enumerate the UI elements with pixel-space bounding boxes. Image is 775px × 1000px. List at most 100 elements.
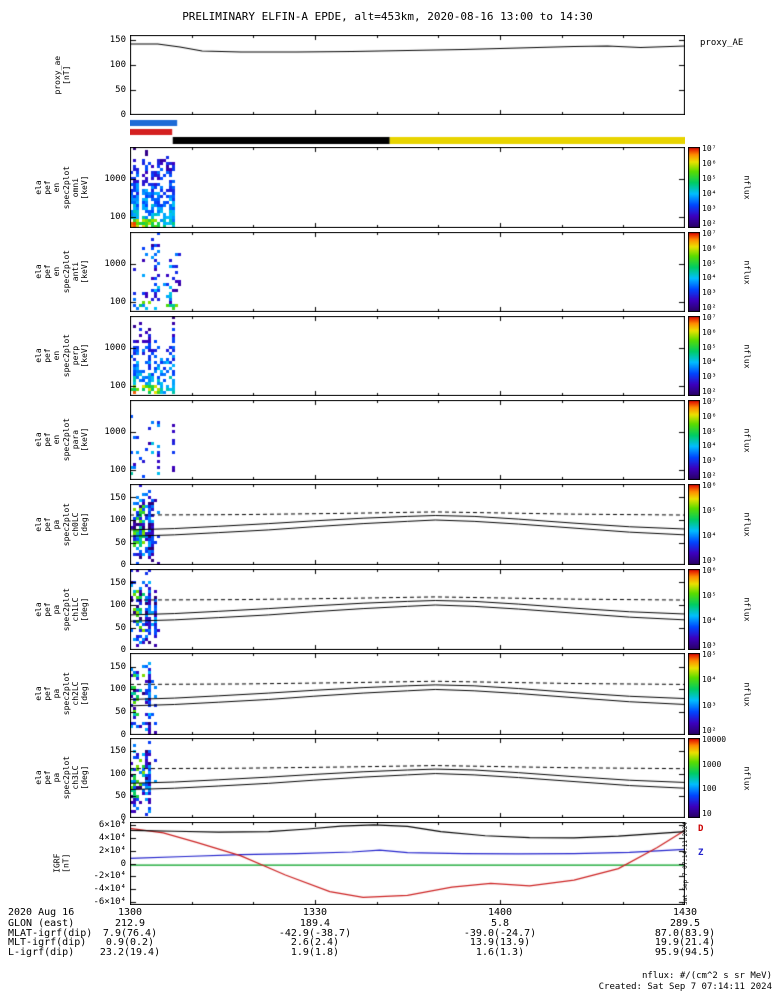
axis-label-text: proxy_ae [nT]: [52, 55, 71, 95]
colorbar-pa-ch3: [688, 738, 700, 818]
xtick-label: 1330: [302, 907, 328, 918]
colorbar-tick-label: 10²: [702, 219, 717, 228]
axis-label-text: ela pef en spec2plot perp [keV]: [34, 334, 90, 378]
panel-igrf-canvas: [130, 822, 685, 905]
axis-label-text: ela pef en spec2plot anti [keV]: [34, 250, 90, 294]
ytick-label: -4×10⁴: [93, 884, 126, 895]
panel-pa-ch0-canvas: [130, 484, 685, 565]
colorbar-title: nflux: [741, 484, 753, 565]
status-bars-canvas: [130, 118, 685, 146]
colorbar-en-anti: [688, 232, 700, 312]
colorbar-tick-label: 10⁶: [702, 159, 717, 168]
colorbar-tick-label: 10⁵: [702, 174, 717, 183]
axis-label-text: IGRF [nT]: [52, 853, 71, 874]
ytick-label: 100: [109, 684, 126, 695]
ytick-label: 100: [109, 768, 126, 779]
colorbar-title-text: nflux: [742, 175, 752, 200]
ytick-label: 0: [120, 560, 126, 570]
ytick-label: 0: [120, 858, 126, 869]
axis-label-proxy-ae: proxy_ae [nT]: [20, 35, 104, 115]
table-cell: 189.4: [299, 918, 331, 929]
colorbar-tick-label: 10³: [702, 700, 717, 710]
xtick-label: 1430: [672, 907, 698, 918]
ytick-label: 0: [120, 110, 126, 120]
colorbar-tick-label: 10⁵: [702, 650, 717, 659]
table-cell: 95.9(94.5): [654, 946, 716, 958]
colorbar-tick-label: 10⁶: [702, 243, 717, 253]
ytick-label: 4×10⁴: [98, 832, 126, 843]
ytick-label: 50: [115, 707, 126, 718]
panel-proxy-ae-canvas: [130, 35, 685, 115]
colorbar-tick-label: 10⁷: [702, 144, 717, 153]
ytick-label: 1000: [104, 259, 126, 269]
panel-pa-ch1-canvas: [130, 569, 685, 650]
colorbar-title: nflux: [741, 738, 753, 818]
table-cell: -39.0(-24.7): [463, 927, 537, 939]
axis-label-text: ela pef pa spec2plot ch1LC [deg]: [34, 587, 90, 632]
xtick-label: 1300: [117, 907, 143, 918]
colorbar-title-text: nflux: [742, 597, 752, 622]
table-date-label: 2020 Aug 16: [8, 907, 75, 918]
ytick-label: 150: [109, 35, 126, 45]
ytick-label: 150: [109, 577, 126, 588]
ytick-label: 150: [109, 492, 126, 503]
table-cell: 19.9(21.4): [654, 937, 716, 948]
ytick-label: 150: [109, 661, 126, 672]
colorbar-tick-label: 10⁶: [702, 411, 717, 421]
colorbar-tick-label: 10⁴: [702, 616, 717, 625]
colorbar-en-perp: [688, 316, 700, 396]
colorbar-title-text: nflux: [742, 512, 752, 537]
table-row-label: GLON (east): [8, 918, 75, 929]
colorbar-tick-label: 10⁵: [702, 426, 717, 436]
ytick-label: 50: [115, 622, 126, 633]
colorbar-tick-label: 10⁷: [702, 229, 717, 238]
colorbar-tick-label: 10⁵: [702, 258, 717, 268]
panel-pa-ch3-canvas: [130, 738, 685, 818]
colorbar-tick-label: 10²: [702, 387, 717, 396]
table-cell: 5.8: [490, 918, 510, 929]
colorbar-tick-label: 10⁵: [702, 342, 717, 352]
colorbar-title: nflux: [741, 147, 753, 228]
colorbar-tick-label: 10⁴: [702, 675, 717, 685]
colorbar-title: nflux: [741, 316, 753, 396]
panel-en-para-canvas: [130, 400, 685, 480]
colorbar-tick-label: 10⁵: [702, 591, 717, 600]
table-cell: -42.9(-38.7): [278, 927, 352, 939]
colorbar-tick-label: 10: [702, 809, 712, 818]
table-cell: 13.9(13.9): [469, 937, 531, 948]
igrf-legend-z: Z: [698, 848, 704, 858]
colorbar-tick-label: 10³: [702, 556, 717, 565]
colorbar-tick-label: 10³: [702, 288, 717, 298]
ytick-label: 2×10⁴: [98, 845, 126, 856]
table-cell: 212.9: [114, 918, 146, 929]
colorbar-title-text: nflux: [742, 427, 752, 453]
colorbar-tick-label: 10⁷: [702, 313, 717, 322]
colorbar-title-text: nflux: [742, 765, 752, 791]
ytick-label: 100: [109, 515, 126, 525]
colorbar-tick-label: 10⁵: [702, 506, 717, 515]
ytick-label: 100: [109, 296, 126, 307]
table-row-label: MLT-igrf(dip): [8, 937, 87, 948]
colorbar-tick-label: 10⁶: [702, 566, 717, 575]
colorbar-tick-label: 10²: [702, 303, 717, 312]
table-cell: 1.9(1.8): [290, 946, 340, 958]
table-cell: 0.9(0.2): [105, 937, 155, 948]
colorbar-en-para: [688, 400, 700, 480]
ytick-label: 1000: [104, 174, 126, 185]
colorbar-tick-label: 10³: [702, 204, 717, 213]
colorbar-tick-label: 10000: [702, 735, 727, 744]
ytick-label: 100: [109, 212, 126, 223]
ytick-label: 0: [120, 730, 126, 740]
ytick-label: 100: [109, 60, 126, 70]
colorbar-title: nflux: [741, 653, 753, 735]
ytick-label: 0: [120, 645, 126, 655]
colorbar-tick-label: 10³: [702, 641, 717, 650]
table-cell: 1.6(1.3): [475, 946, 525, 958]
colorbar-title: nflux: [741, 232, 753, 312]
ytick-label: 50: [115, 537, 126, 548]
colorbar-tick-label: 10⁴: [702, 531, 717, 540]
ytick-label: 6×10⁴: [98, 820, 126, 831]
xtick-label: 1400: [487, 907, 513, 918]
panel-en-perp-canvas: [130, 316, 685, 396]
colorbar-tick-label: 10³: [702, 456, 717, 466]
